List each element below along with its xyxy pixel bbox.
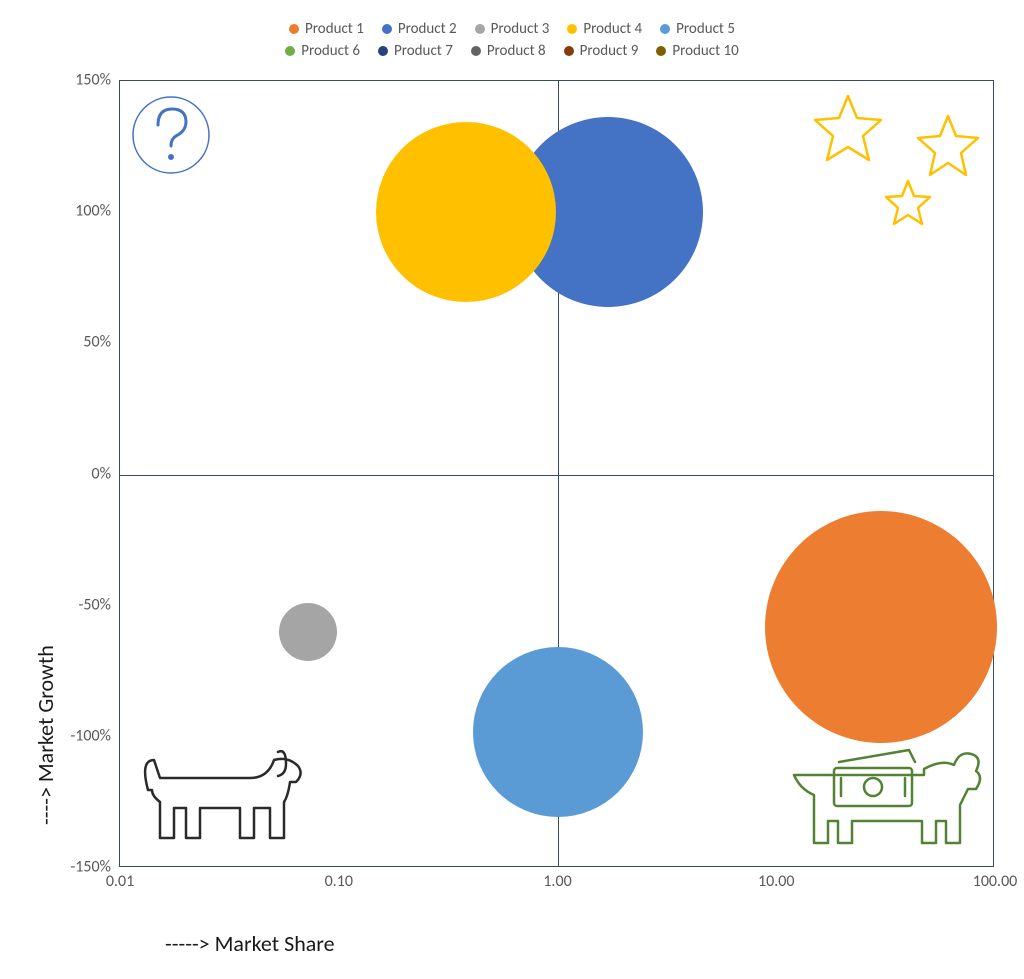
y-tick-label: 0% [91, 464, 111, 483]
y-tick-label: -150% [70, 858, 111, 877]
y-tick-label: -50% [78, 595, 111, 614]
legend-marker-icon [285, 46, 295, 56]
bubble-product-4 [376, 122, 556, 302]
legend-label: Product 7 [394, 42, 453, 60]
legend-item: Product 4 [567, 20, 642, 38]
dog-icon [128, 730, 328, 860]
legend-marker-icon [660, 24, 670, 34]
y-tick-label: 50% [83, 333, 111, 352]
legend-marker-icon [382, 24, 392, 34]
cash-cow-icon [779, 740, 989, 860]
chart-legend: Product 1 Product 2 Product 3 Product 4 Prod… [0, 20, 1024, 64]
question-mark-icon [126, 87, 216, 187]
bubble-product-5 [473, 647, 643, 817]
x-axis-title: -----> Market Share [165, 930, 335, 957]
legend-label: Product 6 [301, 42, 360, 60]
legend-marker-icon [564, 46, 574, 56]
bubble-product-1 [765, 511, 997, 743]
legend-label: Product 5 [676, 20, 735, 38]
bubble-product-3 [279, 603, 337, 661]
x-tick-label: 100.00 [973, 872, 1018, 891]
legend-label: Product 9 [580, 42, 639, 60]
plot-area: 0.010.101.0010.00100.00 [119, 80, 994, 867]
legend-marker-icon [378, 46, 388, 56]
legend-item: Product 10 [656, 42, 738, 60]
legend-label: Product 4 [583, 20, 642, 38]
y-tick-label: 100% [75, 202, 111, 221]
legend-marker-icon [289, 24, 299, 34]
legend-marker-icon [656, 46, 666, 56]
legend-label: Product 10 [672, 42, 738, 60]
legend-marker-icon [475, 24, 485, 34]
legend-label: Product 3 [491, 20, 550, 38]
stars-icon [793, 81, 993, 251]
legend-item: Product 3 [475, 20, 550, 38]
legend-item: Product 9 [564, 42, 639, 60]
quadrant-horizontal-line [120, 475, 993, 476]
legend-item: Product 7 [378, 42, 453, 60]
legend-label: Product 1 [305, 20, 364, 38]
legend-item: Product 1 [289, 20, 364, 38]
x-tick-label: 1.00 [543, 872, 571, 891]
x-tick-label: 10.00 [758, 872, 794, 891]
legend-item: Product 5 [660, 20, 735, 38]
legend-item: Product 2 [382, 20, 457, 38]
x-tick-label: 0.10 [325, 872, 353, 891]
legend-marker-icon [471, 46, 481, 56]
y-tick-label: -100% [70, 726, 111, 745]
legend-marker-icon [567, 24, 577, 34]
y-axis-title: ----> Market Growth [32, 645, 59, 825]
y-tick-label: 150% [75, 71, 111, 90]
legend-label: Product 8 [487, 42, 546, 60]
legend-item: Product 6 [285, 42, 360, 60]
legend-label: Product 2 [398, 20, 457, 38]
legend-item: Product 8 [471, 42, 546, 60]
